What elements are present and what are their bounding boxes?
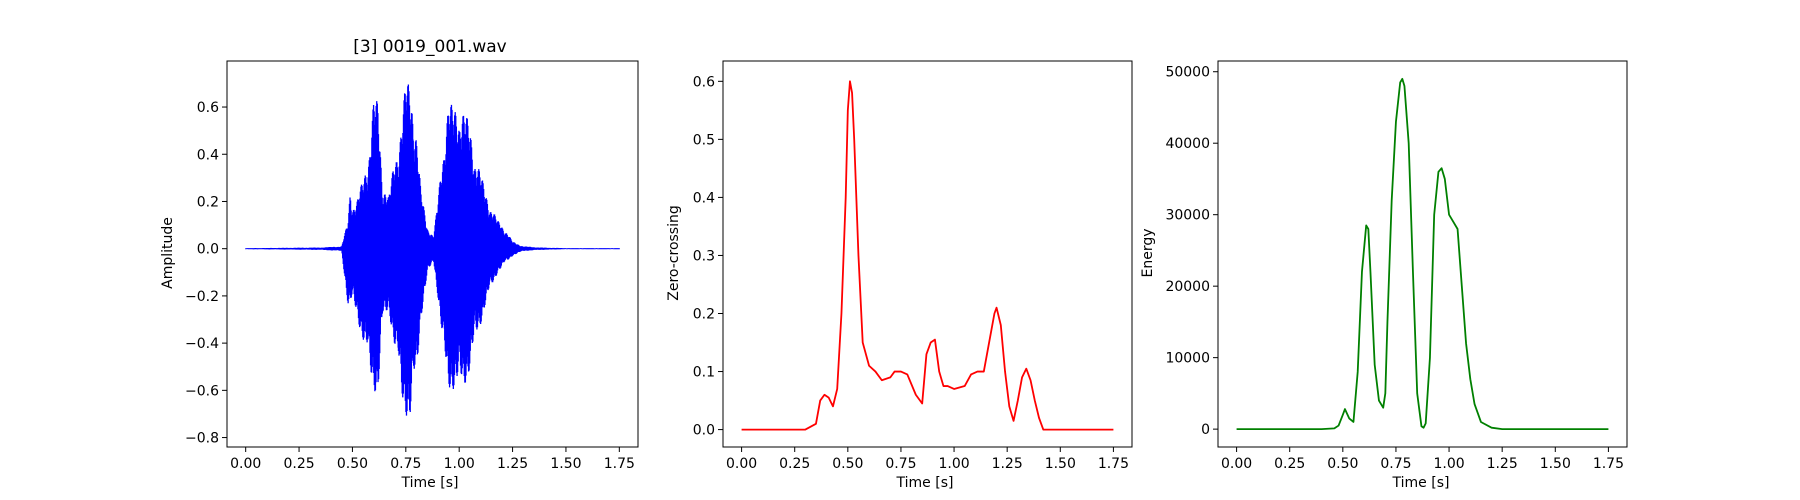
x-tick-label: 1.25 bbox=[992, 456, 1023, 472]
zero-crossing-panel: Zero-crossing Time [s] 0.00 0.25 0.50 0.75 1… bbox=[666, 60, 1133, 491]
y-tick-label: 0.4 bbox=[197, 147, 219, 163]
y-tick-label: 40000 bbox=[1165, 136, 1210, 152]
x-tick-label: 1.00 bbox=[444, 456, 475, 472]
y-tick-label: 0.2 bbox=[197, 194, 219, 210]
x-tick-label: 1.00 bbox=[938, 456, 969, 472]
y-tick-label: 0.3 bbox=[693, 248, 715, 264]
energy-line bbox=[1236, 77, 1609, 431]
y-tick-label: 0 bbox=[1201, 422, 1210, 438]
y-tick-label: −0.6 bbox=[185, 383, 219, 399]
x-tick-label: 0.50 bbox=[832, 456, 863, 472]
x-tick-label: 1.00 bbox=[1433, 456, 1464, 472]
waveform-panel: [3] 0019_001.wav Amplitude Time [s] 0.00… bbox=[160, 37, 639, 491]
axes-frame bbox=[722, 60, 1133, 448]
x-tick-label: 0.50 bbox=[1327, 456, 1358, 472]
x-tick-label: 0.25 bbox=[779, 456, 810, 472]
x-tick-label: 0.00 bbox=[726, 456, 757, 472]
energy-panel: Energy Time [s] 0.00 0.25 0.50 0.75 1.00 1.25… bbox=[1140, 60, 1628, 491]
zero-crossing-line bbox=[741, 80, 1114, 431]
y-tick-label: −0.8 bbox=[185, 431, 219, 447]
x-tick-label: 1.50 bbox=[1540, 456, 1571, 472]
y-tick-label: −0.2 bbox=[185, 289, 219, 305]
x-axis-label: Time [s] bbox=[896, 475, 954, 491]
x-tick-label: 1.25 bbox=[1487, 456, 1518, 472]
axes-frame bbox=[1217, 60, 1628, 448]
y-tick-label: 0.1 bbox=[693, 365, 715, 381]
x-tick-label: 0.75 bbox=[390, 456, 421, 472]
y-axis-label: Amplitude bbox=[160, 217, 176, 289]
y-tick-label: 0.4 bbox=[693, 190, 715, 206]
x-axis-label: Time [s] bbox=[401, 475, 459, 491]
y-tick-label: 10000 bbox=[1165, 351, 1210, 367]
y-tick-label: 30000 bbox=[1165, 208, 1210, 224]
y-tick-label: 0.0 bbox=[693, 423, 715, 439]
x-tick-label: 1.25 bbox=[497, 456, 528, 472]
x-tick-label: 0.75 bbox=[1380, 456, 1411, 472]
plot-area: 0.00 0.25 0.50 0.75 1.00 1.25 1.50 1.75 −0.8 −0.6… bbox=[185, 60, 639, 472]
waveform-line bbox=[245, 84, 620, 416]
y-tick-label: 0.5 bbox=[693, 132, 715, 148]
y-axis-label: Energy bbox=[1140, 228, 1156, 277]
x-tick-label: 1.75 bbox=[1593, 456, 1624, 472]
x-tick-label: 1.50 bbox=[1045, 456, 1076, 472]
x-tick-label: 0.75 bbox=[885, 456, 916, 472]
y-tick-label: 50000 bbox=[1165, 65, 1210, 81]
x-tick-label: 0.50 bbox=[337, 456, 368, 472]
y-tick-label: 0.6 bbox=[693, 74, 715, 90]
x-tick-label: 0.25 bbox=[1274, 456, 1305, 472]
y-tick-label: 20000 bbox=[1165, 279, 1210, 295]
y-axis-label: Zero-crossing bbox=[666, 205, 682, 300]
y-tick-label: 0.2 bbox=[693, 306, 715, 322]
x-tick-label: 0.00 bbox=[1221, 456, 1252, 472]
chart-title: [3] 0019_001.wav bbox=[353, 37, 506, 57]
y-tick-label: 0.0 bbox=[197, 242, 219, 258]
y-tick-label: −0.4 bbox=[185, 336, 219, 352]
x-axis-label: Time [s] bbox=[1392, 475, 1450, 491]
axes-frame bbox=[226, 60, 639, 448]
x-tick-label: 1.75 bbox=[604, 456, 635, 472]
x-tick-label: 1.75 bbox=[1098, 456, 1129, 472]
plot-area: 0.00 0.25 0.50 0.75 1.00 1.25 1.50 1.75 0.0 0.1 0.… bbox=[693, 60, 1133, 472]
x-tick-label: 0.00 bbox=[230, 456, 261, 472]
plot-area: 0.00 0.25 0.50 0.75 1.00 1.25 1.50 1.75 0 10000 20… bbox=[1165, 60, 1628, 472]
x-tick-label: 1.50 bbox=[550, 456, 581, 472]
y-tick-label: 0.6 bbox=[197, 100, 219, 116]
x-tick-label: 0.25 bbox=[283, 456, 314, 472]
